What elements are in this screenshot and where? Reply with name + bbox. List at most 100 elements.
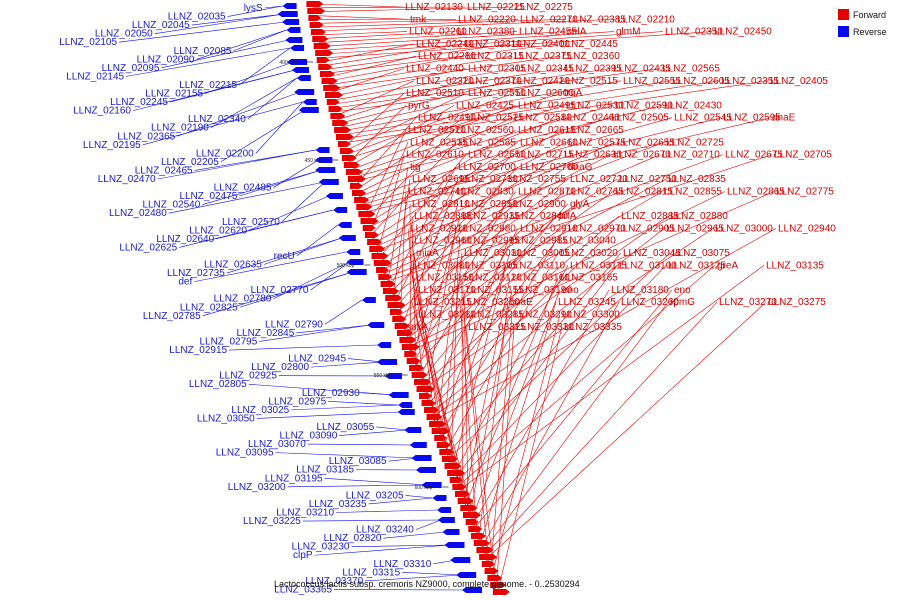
reverse-gene-label: LLNZ_02155 bbox=[145, 89, 203, 100]
forward-gene-label: LLNZ_02710 bbox=[662, 150, 720, 161]
forward-gene-label: LLNZ_02655 bbox=[617, 137, 675, 148]
forward-gene bbox=[490, 582, 507, 588]
reverse-gene bbox=[442, 529, 460, 535]
reverse-leader bbox=[233, 29, 287, 52]
forward-gene-label: LLNZ_03280 bbox=[418, 310, 476, 321]
reverse-gene-label: def bbox=[178, 277, 192, 288]
reverse-gene-label: LLNZ_03085 bbox=[329, 456, 387, 467]
reverse-gene-label: LLNZ_02475 bbox=[179, 191, 237, 202]
forward-leader bbox=[395, 178, 569, 313]
forward-gene-label: LLNZ_02305 bbox=[468, 64, 526, 75]
reverse-gene-label: LLNZ_02480 bbox=[109, 208, 167, 219]
forward-gene-label: LLNZ_03125 bbox=[668, 260, 726, 271]
forward-gene-label: LLNZ_02665 bbox=[566, 125, 624, 136]
forward-gene-label: LLNZ_02700 bbox=[458, 162, 516, 173]
reverse-leader bbox=[415, 519, 441, 530]
forward-gene bbox=[399, 337, 417, 343]
forward-leader bbox=[433, 228, 777, 421]
forward-leader bbox=[409, 203, 411, 355]
forward-leader bbox=[332, 68, 515, 101]
forward-leader bbox=[456, 265, 667, 483]
reverse-gene-label: LLNZ_03210 bbox=[276, 507, 334, 518]
reverse-leader bbox=[226, 237, 342, 274]
reverse-gene-label: LLNZ_02915 bbox=[169, 345, 227, 356]
reverse-gene-label: LLNZ_02190 bbox=[151, 123, 209, 134]
reverse-gene-label: recU bbox=[274, 251, 295, 262]
reverse-leader bbox=[296, 324, 371, 334]
forward-gene-label: LLNZ_03215 bbox=[414, 297, 472, 308]
forward-leader bbox=[362, 117, 722, 209]
reverse-gene bbox=[333, 207, 348, 213]
forward-gene-label: LLNZ_02385 bbox=[568, 14, 626, 25]
forward-leader bbox=[367, 129, 517, 225]
forward-gene-label: LLNZ_02695 bbox=[412, 174, 470, 185]
reverse-gene bbox=[298, 107, 319, 113]
reverse-gene bbox=[294, 89, 315, 95]
forward-gene-label: LLNZ_02380 bbox=[457, 27, 515, 38]
forward-gene bbox=[452, 484, 467, 490]
forward-leader bbox=[422, 215, 669, 390]
forward-leader bbox=[333, 68, 563, 105]
forward-leader bbox=[347, 92, 563, 159]
forward-gene-label: LLNZ_02575 bbox=[568, 137, 626, 148]
forward-gene-label: LLNZ_02405 bbox=[770, 76, 828, 87]
forward-gene bbox=[447, 470, 466, 476]
reverse-gene bbox=[286, 27, 301, 33]
forward-leader bbox=[360, 117, 610, 201]
reverse-gene bbox=[325, 193, 343, 199]
forward-leader bbox=[441, 252, 463, 444]
forward-gene-label: LLNZ_02555 bbox=[623, 76, 681, 87]
forward-gene bbox=[426, 414, 443, 420]
reverse-gene-label: LLNZ_02635 bbox=[204, 260, 262, 271]
reverse-leader bbox=[324, 477, 428, 486]
forward-gene-label: LLNZ_03335 bbox=[564, 322, 622, 333]
reverse-gene bbox=[456, 572, 477, 578]
forward-gene bbox=[330, 113, 346, 119]
forward-gene-label: LLNZ_03190 bbox=[514, 285, 572, 296]
forward-gene bbox=[439, 449, 455, 455]
forward-gene bbox=[389, 309, 403, 315]
forward-gene-label: LLNZ_03040 bbox=[558, 236, 616, 247]
reverse-leader bbox=[220, 109, 305, 163]
forward-gene-label: LLNZ_02765 bbox=[566, 187, 624, 198]
forward-leader bbox=[326, 55, 417, 78]
reverse-leader bbox=[239, 271, 353, 308]
forward-leader bbox=[316, 19, 616, 32]
forward-leader bbox=[313, 6, 514, 13]
reverse-leader bbox=[142, 101, 303, 146]
reverse-leader bbox=[238, 47, 291, 86]
forward-gene-label: LLNZ_03150 bbox=[416, 273, 474, 284]
forward-leader bbox=[349, 105, 455, 167]
forward-gene-label: LLNZ_02350 bbox=[665, 27, 723, 38]
forward-gene-label: LLNZ_02580 bbox=[514, 113, 572, 124]
forward-gene-label: LLNZ_02210 bbox=[617, 14, 675, 25]
forward-gene-label: tig bbox=[410, 162, 421, 173]
reverse-leader bbox=[256, 411, 401, 419]
reverse-gene-label: LLNZ_02805 bbox=[189, 379, 247, 390]
reverse-leader bbox=[119, 21, 286, 43]
forward-leader bbox=[317, 31, 408, 36]
forward-leader bbox=[312, 6, 466, 9]
forward-gene-label: LLNZ_03165 bbox=[560, 273, 618, 284]
reverse-gene-label: LLNZ_02975 bbox=[268, 396, 326, 407]
forward-gene bbox=[326, 99, 340, 105]
reverse-leader bbox=[161, 39, 289, 69]
forward-gene-label: LLNZ_02320 bbox=[416, 76, 474, 87]
reverse-gene-label: LLNZ_02245 bbox=[110, 97, 168, 108]
forward-gene-label: LLNZ_03000 bbox=[715, 223, 773, 234]
reverse-gene bbox=[388, 392, 409, 398]
reverse-gene-label: LLNZ_02085 bbox=[174, 46, 232, 57]
forward-gene bbox=[378, 274, 393, 280]
forward-leader bbox=[320, 31, 615, 51]
forward-gene-label: LLNZ_03290 bbox=[514, 310, 572, 321]
forward-gene-label: LLNZ_03110 bbox=[508, 260, 566, 271]
forward-gene-label: LLNZ_02460 bbox=[562, 113, 620, 124]
forward-leader bbox=[359, 117, 561, 198]
reverse-leader-lines bbox=[119, 5, 469, 591]
forward-gene bbox=[444, 463, 462, 469]
forward-leader bbox=[401, 191, 455, 329]
scale-ticks: 400 kbp 450 kbp 500 kbp 550 kbp 600 kbp bbox=[279, 60, 449, 491]
reverse-leader bbox=[168, 181, 325, 214]
reverse-leader bbox=[336, 509, 438, 513]
forward-gene-label: LLNZ_02505 bbox=[611, 113, 669, 124]
